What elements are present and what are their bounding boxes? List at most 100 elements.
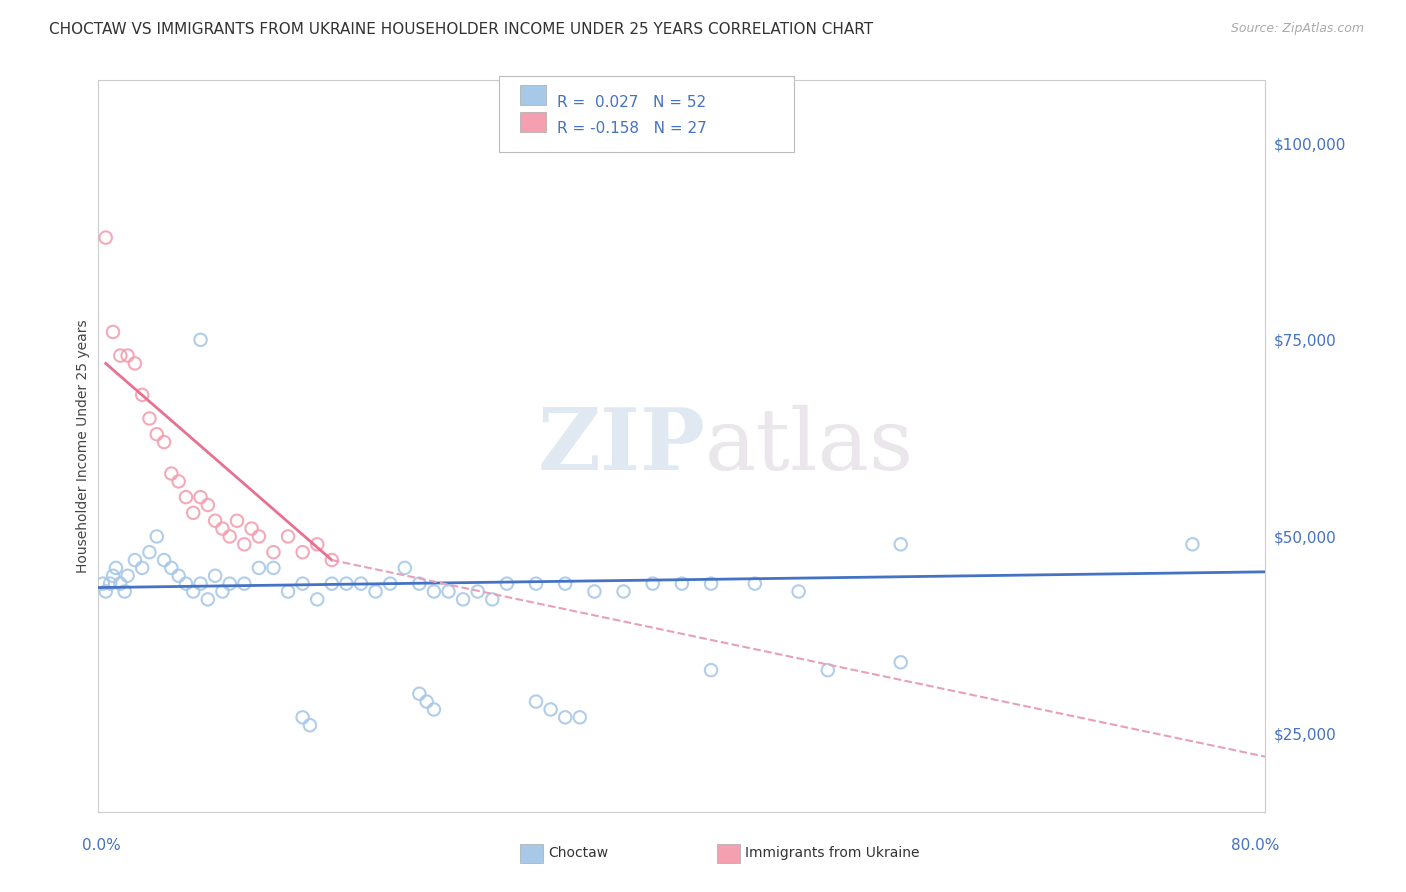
Point — [233, 537, 256, 551]
Point — [101, 568, 124, 582]
Text: 0.0%: 0.0% — [82, 838, 121, 853]
Point — [218, 529, 240, 543]
Point — [700, 576, 723, 591]
Point — [423, 584, 446, 599]
Point — [787, 584, 810, 599]
Point — [167, 475, 190, 489]
Point — [467, 584, 489, 599]
Point — [481, 592, 503, 607]
Point — [146, 529, 169, 543]
Point — [277, 529, 299, 543]
Point — [138, 545, 160, 559]
Point — [291, 545, 314, 559]
Point — [524, 695, 547, 709]
Point — [700, 663, 723, 677]
Point — [110, 576, 132, 591]
Point — [321, 553, 343, 567]
Point — [364, 584, 387, 599]
Point — [131, 561, 153, 575]
Point — [298, 718, 321, 732]
Point — [110, 349, 132, 363]
Point — [114, 584, 136, 599]
Point — [423, 702, 446, 716]
Point — [613, 584, 636, 599]
Point — [153, 553, 176, 567]
Text: Choctaw: Choctaw — [548, 846, 609, 860]
Point — [641, 576, 664, 591]
Point — [408, 576, 430, 591]
Text: atlas: atlas — [706, 404, 914, 488]
Point — [247, 529, 270, 543]
Point — [197, 592, 219, 607]
Point — [174, 490, 197, 504]
Text: Immigrants from Ukraine: Immigrants from Ukraine — [745, 846, 920, 860]
Point — [437, 584, 460, 599]
Point — [211, 584, 233, 599]
Point — [117, 349, 139, 363]
Point — [583, 584, 606, 599]
Point — [104, 561, 127, 575]
Point — [263, 545, 285, 559]
Point — [380, 576, 402, 591]
Point — [554, 710, 576, 724]
Point — [181, 506, 204, 520]
Point — [415, 695, 437, 709]
Text: ZIP: ZIP — [537, 404, 706, 488]
Point — [124, 356, 146, 370]
Point — [233, 576, 256, 591]
Point — [890, 537, 912, 551]
Point — [394, 561, 416, 575]
Point — [335, 576, 357, 591]
Point — [98, 576, 121, 591]
Point — [190, 576, 212, 591]
Point — [160, 561, 183, 575]
Point — [94, 230, 117, 244]
Point — [277, 584, 299, 599]
Point — [263, 561, 285, 575]
Point — [744, 576, 766, 591]
Point — [350, 576, 373, 591]
Point — [496, 576, 519, 591]
Text: CHOCTAW VS IMMIGRANTS FROM UKRAINE HOUSEHOLDER INCOME UNDER 25 YEARS CORRELATION: CHOCTAW VS IMMIGRANTS FROM UKRAINE HOUSE… — [49, 22, 873, 37]
Point — [408, 687, 430, 701]
Text: R = -0.158   N = 27: R = -0.158 N = 27 — [557, 121, 707, 136]
Point — [124, 553, 146, 567]
Point — [146, 427, 169, 442]
Point — [291, 576, 314, 591]
Point — [181, 584, 204, 599]
Point — [204, 568, 226, 582]
Point — [307, 537, 329, 551]
Text: 80.0%: 80.0% — [1232, 838, 1279, 853]
Point — [101, 325, 124, 339]
Point — [817, 663, 839, 677]
Text: Source: ZipAtlas.com: Source: ZipAtlas.com — [1230, 22, 1364, 36]
Point — [524, 576, 547, 591]
Point — [131, 388, 153, 402]
Point — [117, 568, 139, 582]
Point — [153, 435, 176, 450]
Point — [540, 702, 562, 716]
Point — [197, 498, 219, 512]
Y-axis label: Householder Income Under 25 years: Householder Income Under 25 years — [76, 319, 90, 573]
Point — [91, 576, 114, 591]
Point — [174, 576, 197, 591]
Point — [190, 490, 212, 504]
Point — [190, 333, 212, 347]
Point — [204, 514, 226, 528]
Point — [160, 467, 183, 481]
Point — [247, 561, 270, 575]
Point — [554, 576, 576, 591]
Point — [218, 576, 240, 591]
Point — [890, 655, 912, 669]
Text: R =  0.027   N = 52: R = 0.027 N = 52 — [557, 95, 706, 110]
Point — [1181, 537, 1204, 551]
Point — [94, 584, 117, 599]
Point — [291, 710, 314, 724]
Point — [451, 592, 474, 607]
Point — [226, 514, 249, 528]
Point — [671, 576, 693, 591]
Point — [138, 411, 160, 425]
Point — [307, 592, 329, 607]
Point — [240, 522, 263, 536]
Point — [211, 522, 233, 536]
